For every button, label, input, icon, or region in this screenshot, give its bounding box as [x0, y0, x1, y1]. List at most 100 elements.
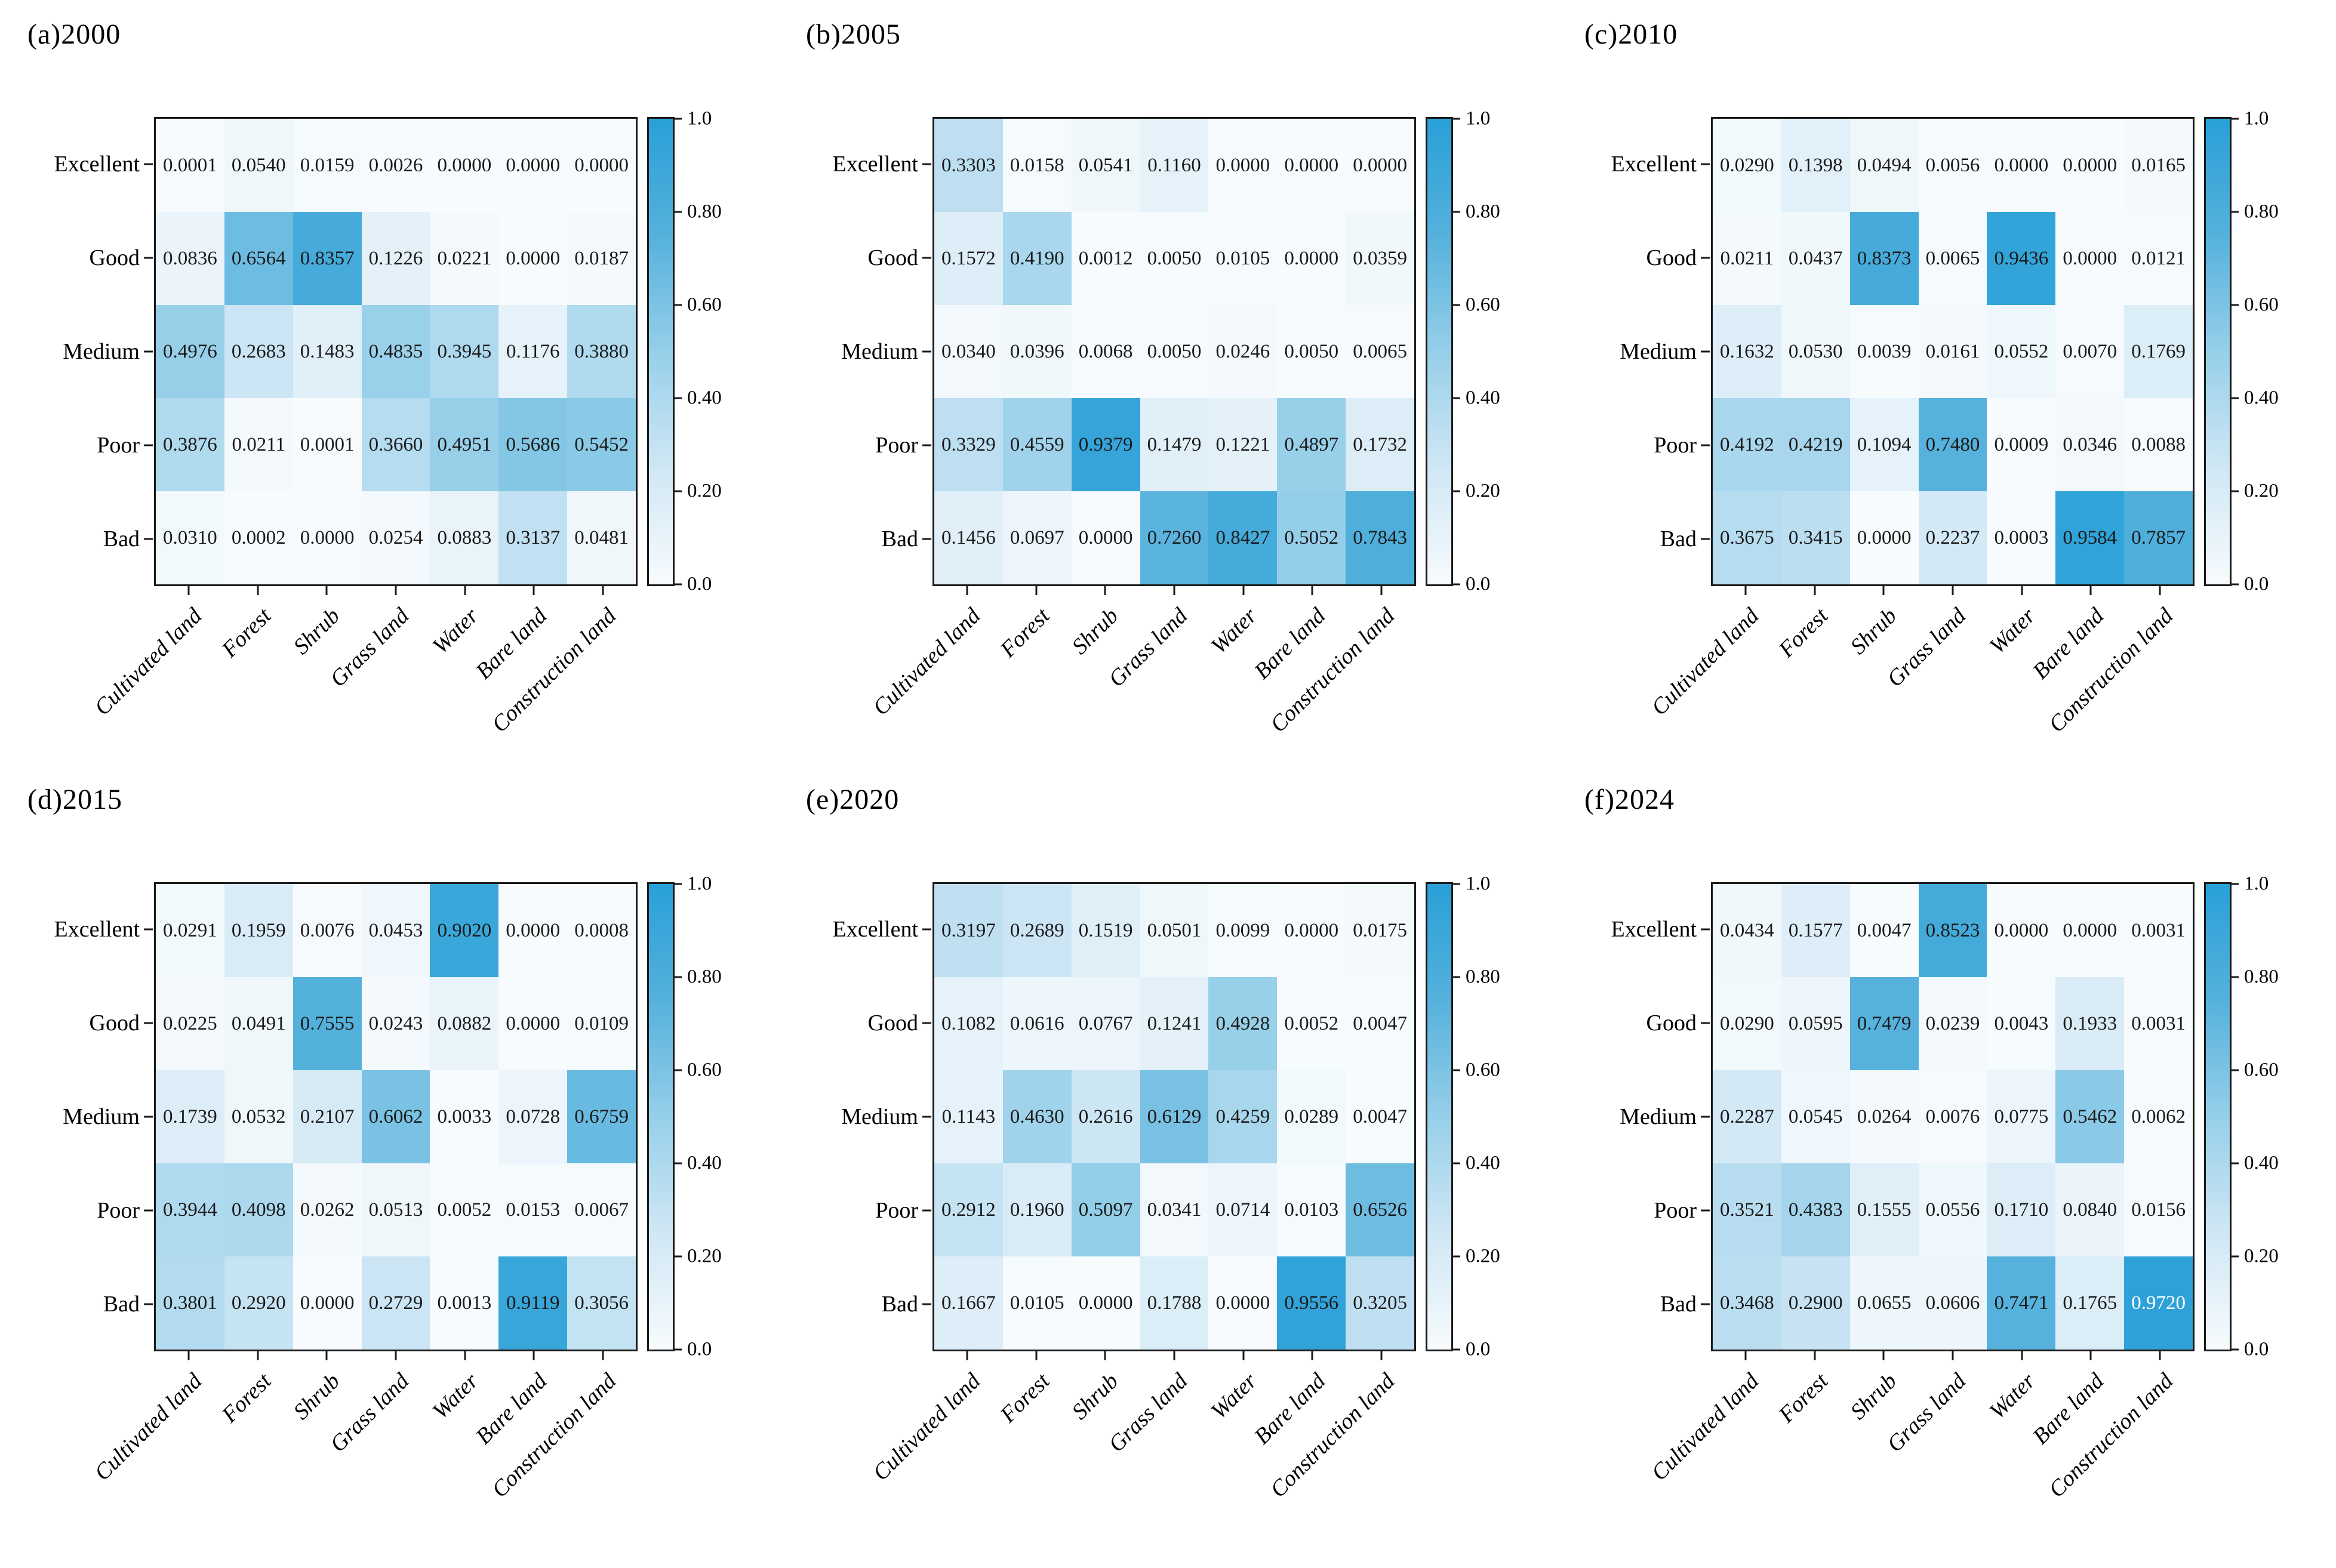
- heatmap-cell: 0.8357: [293, 212, 362, 305]
- panel-title: (d)2015: [27, 784, 122, 815]
- heatmap-cell: 0.1221: [1208, 398, 1278, 491]
- heatmap-cell: 0.0012: [1071, 212, 1140, 305]
- heatmap-cell: 0.0062: [2124, 1070, 2193, 1163]
- colorbar-tick-label: 0.0: [1466, 573, 1491, 595]
- x-axis-tick: [187, 586, 190, 595]
- colorbar-tick-label: 0.20: [2244, 1245, 2279, 1267]
- heatmap-cell: 0.0000: [1277, 212, 1346, 305]
- colorbar-tick-label: 0.60: [687, 294, 722, 316]
- heatmap-cell: 0.0052: [430, 1163, 499, 1256]
- heatmap-cell: 0.7480: [1918, 398, 1987, 491]
- heatmap-cell: 0.0000: [498, 884, 568, 977]
- colorbar-tick-label: 0.0: [2244, 1338, 2269, 1360]
- heatmap-plot: 0.0001 0.0540 0.0159 0.0026 0.0000 0.0000 0.00…: [54, 108, 722, 738]
- heatmap-cell: 0.8373: [1849, 212, 1919, 305]
- y-axis-tick: [922, 1022, 931, 1024]
- panel-title: (f)2024: [1584, 784, 1675, 815]
- row-label: Good: [1646, 245, 1697, 270]
- heatmap-cell: 0.2287: [1713, 1070, 1781, 1163]
- heatmap-cell: 0.0655: [1849, 1256, 1919, 1350]
- x-axis-tick: [1814, 1351, 1816, 1360]
- heatmap-cell: 0.0000: [2055, 884, 2125, 977]
- heatmap-cell: 0.3876: [156, 398, 224, 491]
- heatmap-cell: 0.0396: [1002, 305, 1072, 398]
- heatmap-cell: 0.0453: [361, 884, 430, 977]
- heatmap-cell: 0.3521: [1713, 1163, 1781, 1256]
- row-label: Medium: [841, 339, 918, 364]
- heatmap-cell: 0.0000: [1277, 884, 1346, 977]
- x-axis-tick: [2021, 586, 2023, 595]
- heatmap-cell: 0.0105: [1208, 212, 1278, 305]
- heatmap-cell: 0.0767: [1071, 977, 1140, 1070]
- heatmap-cell: 0.0043: [1987, 977, 2056, 1070]
- row-label: Poor: [1654, 433, 1697, 458]
- heatmap-cell: 0.0047: [1346, 977, 1414, 1070]
- colorbar-tick-label: 0.60: [2244, 1059, 2279, 1081]
- x-axis-tick: [325, 586, 328, 595]
- colorbar-tick: [673, 976, 682, 978]
- colorbar-tick: [673, 211, 682, 213]
- heatmap-cell: 0.5452: [567, 398, 636, 491]
- heatmap-cell: 0.0341: [1140, 1163, 1209, 1256]
- row-label: Excellent: [832, 916, 918, 942]
- colorbar: 1.0 0.80 0.60 0.40 0.20 0.0: [647, 873, 722, 1360]
- heatmap-grid: 0.0290 0.1398 0.0494 0.0056 0.0000 0.0000 0.01…: [1711, 117, 2195, 586]
- x-axis-tick: [187, 1351, 190, 1360]
- heatmap-cell: 0.0513: [361, 1163, 430, 1256]
- x-axis-tick: [2159, 1351, 2161, 1360]
- heatmap-panel-2024: (f)2024 0.0434 0.1577 0.0047 0.8523 0.0000 0.…: [1557, 765, 2335, 1530]
- colorbar-tick-label: 0.0: [687, 573, 712, 595]
- row-label: Bad: [103, 1292, 140, 1317]
- colorbar-tick: [673, 490, 682, 492]
- colorbar-tick-label: 0.20: [1466, 480, 1500, 502]
- y-axis-tick: [922, 538, 931, 540]
- row-label: Poor: [97, 433, 140, 458]
- colorbar-tick: [673, 397, 682, 399]
- heatmap-cell: 0.0494: [1849, 119, 1919, 212]
- heatmap-cell: 0.0000: [1208, 1256, 1278, 1350]
- colorbar-tick-label: 0.80: [1466, 966, 1500, 988]
- colorbar-tick: [673, 1255, 682, 1258]
- x-axis-tick: [533, 1351, 535, 1360]
- heatmap-cell: 0.6526: [1346, 1163, 1414, 1256]
- heatmap-figure: (a)2000 0.0001 0.0540 0.0159 0.0026 0.0000 0.…: [27, 19, 2335, 1530]
- heatmap-cell: 0.0000: [2055, 212, 2125, 305]
- heatmap-cell: 0.0000: [430, 119, 499, 212]
- heatmap-cell: 0.0211: [1713, 212, 1781, 305]
- heatmap-cell: 0.2729: [361, 1256, 430, 1350]
- heatmap-cell: 0.4259: [1208, 1070, 1278, 1163]
- heatmap-cell: 0.0290: [1713, 977, 1781, 1070]
- heatmap-cell: 0.0033: [430, 1070, 499, 1163]
- heatmap-cell: 0.2237: [1918, 491, 1987, 584]
- heatmap-cell: 0.0067: [567, 1163, 636, 1256]
- heatmap-cell: 0.5097: [1071, 1163, 1140, 1256]
- colorbar-tick: [1452, 583, 1460, 586]
- heatmap-cell: 0.1082: [934, 977, 1003, 1070]
- heatmap-plot: 0.3197 0.2689 0.1519 0.0501 0.0099 0.0000 0.01…: [833, 873, 1500, 1503]
- heatmap-cell: 0.0001: [293, 398, 362, 491]
- colorbar-tick: [2230, 397, 2239, 399]
- heatmap-cell: 0.3205: [1346, 1256, 1414, 1350]
- heatmap-cell: 0.1094: [1849, 398, 1919, 491]
- row-label: Good: [89, 245, 140, 270]
- heatmap-cell: 0.0013: [430, 1256, 499, 1350]
- heatmap-cell: 0.1479: [1140, 398, 1209, 491]
- heatmap-cell: 0.0103: [1277, 1163, 1346, 1256]
- panel-title: (c)2010: [1584, 19, 1678, 50]
- heatmap-cell: 0.0065: [1346, 305, 1414, 398]
- heatmap-cell: 0.1710: [1987, 1163, 2056, 1256]
- y-axis-tick: [922, 257, 931, 259]
- colorbar-tick-label: 0.40: [687, 387, 722, 409]
- colorbar-tick-label: 0.60: [1466, 294, 1500, 316]
- x-axis-tick: [1104, 1351, 1106, 1360]
- colorbar-tick-label: 0.40: [2244, 1152, 2279, 1174]
- colorbar-tick-label: 0.80: [687, 201, 722, 223]
- row-label: Good: [867, 245, 918, 270]
- row-label: Bad: [881, 526, 918, 552]
- heatmap-plot: 0.3303 0.0158 0.0541 0.1160 0.0000 0.0000 0.00…: [833, 108, 1500, 738]
- heatmap-cell: 0.0047: [1849, 884, 1919, 977]
- y-axis-tick: [144, 928, 153, 931]
- heatmap-cell: 0.0000: [1071, 491, 1140, 584]
- heatmap-cell: 0.1519: [1071, 884, 1140, 977]
- heatmap-cell: 0.0264: [1849, 1070, 1919, 1163]
